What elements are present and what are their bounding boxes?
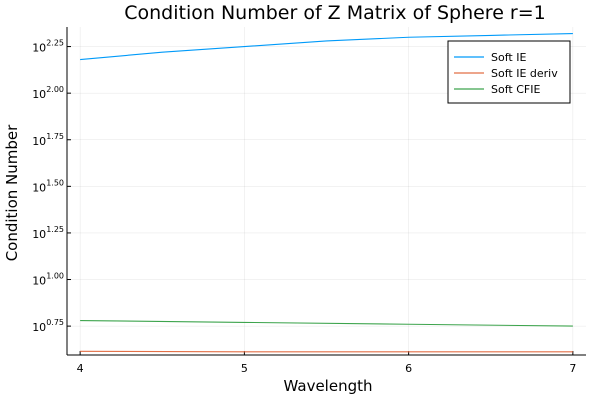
axes-layer: 4 5 6 7 100.75 101.00 101.25 101.50 101.75 102.00… [32, 27, 586, 375]
x-axis-label: Wavelength [284, 377, 373, 395]
x-tick-label: 4 [77, 362, 84, 375]
y-tick-label: 101.25 [32, 225, 64, 241]
x-tick-label: 7 [569, 362, 576, 375]
y-tick-label: 102.00 [32, 85, 64, 101]
y-tick-label: 101.00 [32, 272, 64, 288]
series-line-soft-cfie [80, 319, 573, 327]
legend-label: Soft CFIE [491, 83, 540, 96]
legend-box [447, 40, 571, 104]
legend-label: Soft IE [491, 51, 526, 64]
y-axis-label: Condition Number [3, 124, 21, 261]
y-tick-label: 101.75 [32, 132, 64, 148]
legend: Soft IE Soft IE deriv Soft CFIE [447, 40, 571, 104]
chart-title: Condition Number of Z Matrix of Sphere r… [124, 2, 546, 24]
x-tick-label: 6 [405, 362, 412, 375]
series-line-soft-ie-deriv [80, 350, 573, 353]
y-tick-label: 102.25 [32, 39, 64, 55]
x-tick-label: 5 [241, 362, 248, 375]
legend-label: Soft IE deriv [491, 67, 558, 80]
y-tick-label: 101.50 [32, 178, 64, 194]
y-tick-label: 100.75 [32, 318, 64, 334]
series-layer [80, 32, 573, 353]
series-line-soft-ie [80, 32, 573, 61]
